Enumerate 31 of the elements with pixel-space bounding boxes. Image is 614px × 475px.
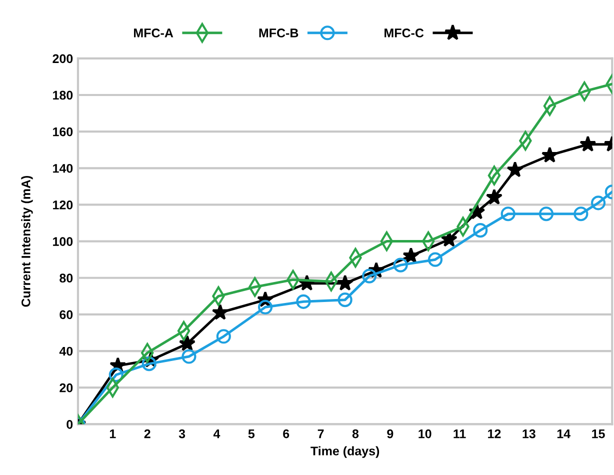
y-tick-label: 60 xyxy=(60,310,73,320)
x-tick-label: 8 xyxy=(352,429,359,438)
legend-label: MFC-B xyxy=(259,28,298,38)
legend-label: MFC-C xyxy=(384,28,424,38)
x-tick-label: 3 xyxy=(178,429,186,438)
y-tick-label: 0 xyxy=(66,420,73,429)
x-tick-label: 12 xyxy=(488,429,501,438)
y-tick-label: 180 xyxy=(53,90,73,100)
x-tick-label: 9 xyxy=(387,429,394,438)
y-axis-title: Current Intensity (mA) xyxy=(21,176,33,307)
x-axis-title: Time (days) xyxy=(310,446,380,458)
x-tick-label: 6 xyxy=(283,429,290,438)
y-tick-label: 140 xyxy=(53,164,73,173)
y-tick-label: 40 xyxy=(59,346,73,356)
x-tick-label: 13 xyxy=(522,429,536,438)
y-tick-label: 160 xyxy=(53,127,73,136)
x-tick-label: 4 xyxy=(213,429,220,438)
y-tick-label: 100 xyxy=(53,237,73,246)
y-tick-label: 20 xyxy=(60,383,73,392)
y-tick-label: 200 xyxy=(52,54,73,64)
legend-label: MFC-A xyxy=(134,28,174,38)
x-tick-label: 2 xyxy=(144,429,150,438)
x-tick-label: 10 xyxy=(418,429,432,438)
x-tick-label: 7 xyxy=(318,429,324,438)
x-tick-label: 14 xyxy=(557,429,570,438)
x-tick-label: 11 xyxy=(454,429,466,438)
x-tick-label: 1 xyxy=(110,429,116,438)
x-tick-label: 15 xyxy=(592,429,605,438)
y-tick-label: 80 xyxy=(60,274,73,283)
x-tick-label: 5 xyxy=(248,429,255,438)
y-tick-label: 120 xyxy=(53,200,73,210)
